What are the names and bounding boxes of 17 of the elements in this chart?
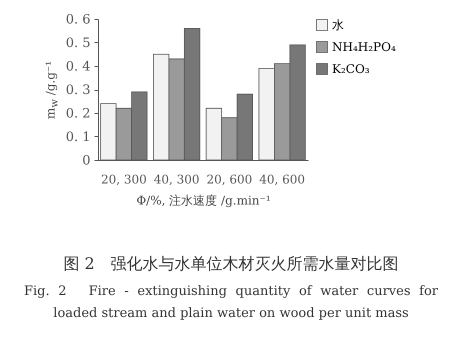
y-tick-label: 0. 5 xyxy=(66,36,90,51)
caption: Fig. 2 Fire - extinguishing quantity of water curves for loaded stream and plain water on wood per unit mass xyxy=(23,283,439,323)
x-tick-label: 40, 600 xyxy=(259,172,306,186)
x-axis-title: Φ/%, 注水速度 /g.min⁻¹ xyxy=(136,194,271,208)
y-tick-label: 0. 1 xyxy=(66,130,90,145)
legend-label: 水 xyxy=(332,18,344,32)
x-tick-label: 20, 300 xyxy=(100,172,147,186)
x-tick-label: 20, 600 xyxy=(206,172,252,186)
legend-label: K₂CO₃ xyxy=(332,62,370,76)
y-tick-label: 0. 3 xyxy=(66,83,90,98)
y-tick-label: 0 xyxy=(82,154,90,168)
y-tick-label: 0. 6 xyxy=(66,12,90,28)
caption: 图 2 强化水与水单位木材灭火所需水量对比图 xyxy=(62,254,400,275)
y-tick-label: 0. 4 xyxy=(66,60,90,74)
legend-label: NH₄H₂PO₄ xyxy=(332,40,396,54)
x-tick-label: 40, 300 xyxy=(154,172,200,186)
y-tick-label: 0. 2 xyxy=(66,106,90,122)
